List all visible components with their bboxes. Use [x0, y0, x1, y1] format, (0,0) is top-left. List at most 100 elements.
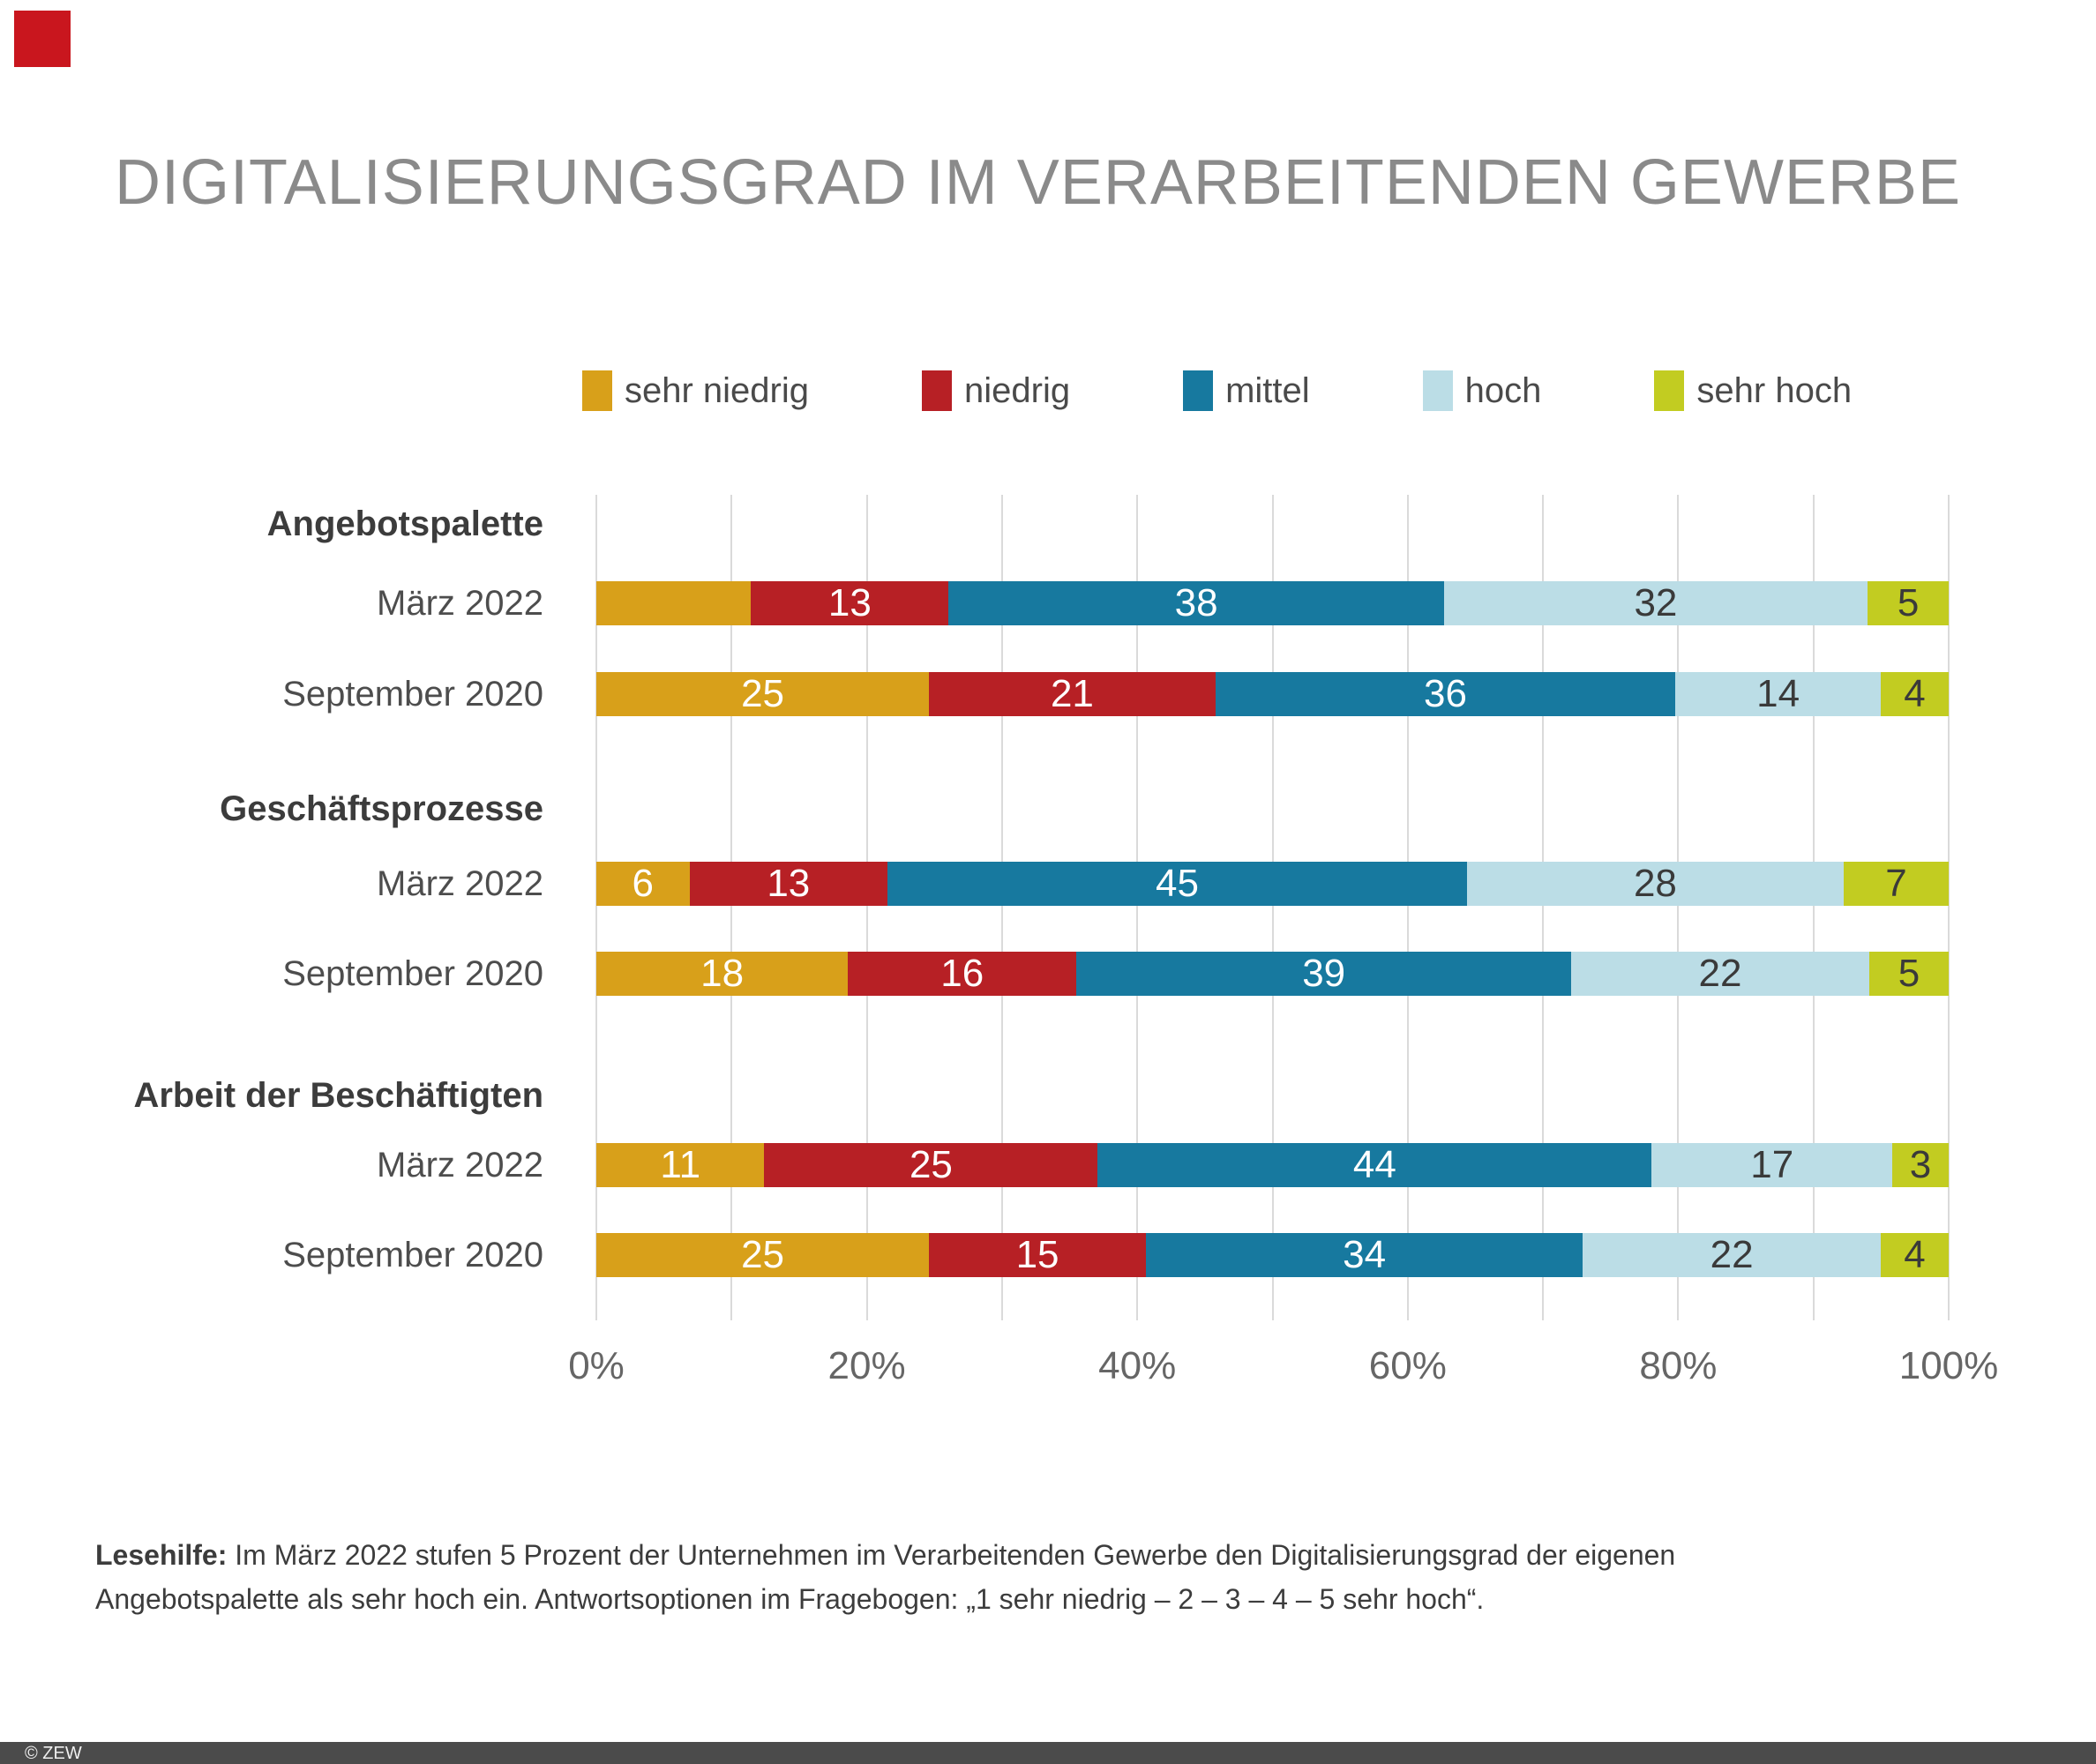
- segment-value: 36: [1424, 672, 1467, 715]
- axis-tick-label: 100%: [1898, 1344, 1999, 1387]
- bar-row: 13 38 32 5: [596, 581, 1950, 625]
- axis-tick-label: 80%: [1639, 1344, 1718, 1387]
- bar-segment: 22: [1571, 952, 1869, 996]
- group-label: Angebotspalette: [266, 505, 543, 543]
- segment-value: 34: [1343, 1233, 1387, 1276]
- bar-segment: 4: [1881, 672, 1950, 716]
- segment-value: 22: [1698, 952, 1742, 995]
- chart-title: DIGITALISIERUNGSGRAD IM VERARBEITENDEN G…: [115, 147, 1961, 218]
- segment-value: 22: [1710, 1233, 1754, 1276]
- segment-value: 18: [700, 952, 745, 995]
- bar-segment: 25: [596, 672, 930, 716]
- group-label: Arbeit der Beschäftigten: [133, 1076, 543, 1115]
- legend-swatch: [582, 370, 612, 411]
- bar-segment: [596, 581, 752, 625]
- bar-row: 18 16 39 22 5: [596, 952, 1949, 996]
- segment-value: 13: [767, 862, 811, 905]
- grid-line: [1948, 495, 1950, 1320]
- row-label: September 2020: [282, 675, 543, 714]
- segment-value: 4: [1904, 1233, 1926, 1276]
- grid-line: [1136, 495, 1139, 1320]
- grid-line: [730, 495, 733, 1320]
- segment-value: 6: [632, 862, 654, 905]
- legend-item: sehr niedrig: [582, 370, 809, 411]
- footer-bar: © ZEW: [0, 1742, 2096, 1764]
- segment-value: 13: [827, 581, 872, 624]
- bar-segment: 45: [887, 862, 1467, 906]
- legend-item: niedrig: [922, 370, 1070, 411]
- bar-segment: 34: [1145, 1233, 1583, 1277]
- legend-item: hoch: [1422, 370, 1542, 411]
- segment-value: 11: [660, 1143, 701, 1186]
- legend-item: sehr hoch: [1654, 370, 1852, 411]
- grid-line: [1677, 495, 1680, 1320]
- legend-label: hoch: [1464, 371, 1542, 410]
- legend-label: sehr niedrig: [625, 371, 810, 410]
- grid-line: [1406, 495, 1409, 1320]
- bar-segment: 14: [1675, 672, 1882, 716]
- segment-value: 25: [909, 1143, 953, 1186]
- bar-segment: 15: [929, 1233, 1146, 1277]
- bar-segment: 4: [1881, 1233, 1949, 1277]
- bar-segment: 21: [929, 672, 1216, 716]
- bar-segment: 13: [751, 581, 949, 625]
- row-label: März 2022: [377, 1146, 543, 1185]
- segment-value: 3: [1909, 1143, 1932, 1186]
- segment-value: 45: [1155, 862, 1199, 905]
- group-label: Geschäftsprozesse: [220, 789, 543, 828]
- grid-line: [1271, 495, 1274, 1320]
- segment-value: 15: [1015, 1233, 1059, 1276]
- legend-swatch: [922, 370, 953, 411]
- bar-segment: 22: [1583, 1233, 1881, 1277]
- bar-segment: 25: [596, 1233, 930, 1277]
- segment-value: 39: [1302, 952, 1346, 995]
- footnote-label: Lesehilfe:: [95, 1539, 228, 1571]
- bar-segment: 5: [1868, 581, 1950, 625]
- bar-row: 6 13 45 28 7: [596, 862, 1950, 906]
- bar-segment: 38: [948, 581, 1444, 625]
- bar-segment: 11: [596, 1143, 765, 1187]
- bar-segment: 44: [1097, 1143, 1652, 1187]
- bar-segment: 28: [1466, 862, 1844, 906]
- bar-segment: 13: [689, 862, 888, 906]
- bar-segment: 36: [1215, 672, 1676, 716]
- zew-logo-square: [14, 11, 71, 67]
- segment-value: 4: [1904, 672, 1926, 715]
- footnote-line1: Im März 2022 stufen 5 Prozent der Untern…: [235, 1539, 1676, 1571]
- segment-value: 28: [1633, 862, 1677, 905]
- bar-segment: 32: [1443, 581, 1868, 625]
- segment-value: 5: [1897, 581, 1920, 624]
- axis-tick-label: 40%: [1098, 1344, 1177, 1387]
- segment-value: 25: [741, 1233, 785, 1276]
- segment-value: 7: [1885, 862, 1907, 905]
- axis-tick-label: 0%: [568, 1344, 625, 1387]
- bar-segment: 16: [848, 952, 1077, 996]
- bar-row: 25 21 36 14 4: [596, 672, 1950, 716]
- legend-item: mittel: [1183, 370, 1310, 411]
- grid-line: [1000, 495, 1003, 1320]
- segment-value: 14: [1756, 672, 1800, 715]
- bar-row: 11 25 44 17 3: [596, 1143, 1950, 1187]
- bar-segment: 7: [1843, 862, 1950, 906]
- segment-value: 16: [940, 952, 984, 995]
- legend-swatch: [1422, 370, 1453, 411]
- segment-value: 5: [1898, 952, 1920, 995]
- bar-segment: 5: [1868, 952, 1949, 996]
- segment-value: 17: [1750, 1143, 1794, 1186]
- grid-line: [1542, 495, 1545, 1320]
- axis-tick-label: 60%: [1368, 1344, 1447, 1387]
- bar-segment: 18: [596, 952, 849, 996]
- footnote: Lesehilfe: Im März 2022 stufen 5 Prozent…: [95, 1533, 1877, 1621]
- legend-label: niedrig: [964, 371, 1071, 410]
- grid-line: [1812, 495, 1815, 1320]
- bar-row: 25 15 34 22 4: [596, 1233, 1949, 1277]
- legend-swatch: [1654, 370, 1685, 411]
- row-label: September 2020: [282, 1236, 543, 1274]
- grid-line: [865, 495, 868, 1320]
- axis-tick-label: 20%: [827, 1344, 906, 1387]
- row-label: März 2022: [377, 584, 543, 623]
- footnote-line2: Angebotspalette als sehr hoch ein. Antwo…: [95, 1583, 1485, 1615]
- segment-value: 25: [741, 672, 785, 715]
